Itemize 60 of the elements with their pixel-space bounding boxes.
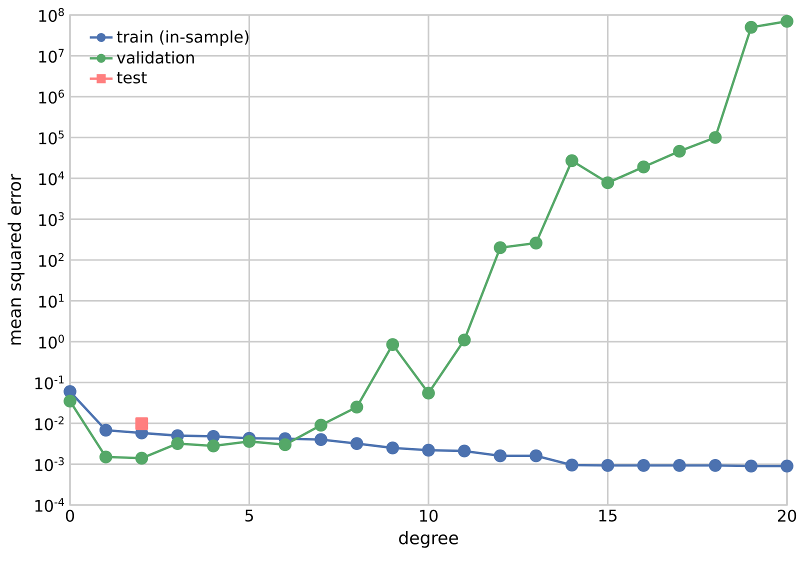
point [673,144,686,158]
y-tick-label: 10$^{1}$ [39,294,64,308]
y-tick-label: 10$^{6}$ [39,90,64,104]
point [708,459,722,472]
x-tick-label: 20 [778,510,796,522]
point [206,439,220,452]
legend-label: train (in-sample) [116,30,248,46]
point [780,460,794,472]
point [780,14,794,28]
point [637,459,650,472]
point [673,459,686,472]
point [135,417,148,430]
point [386,338,400,351]
point [458,444,471,458]
legend-label: validation [116,51,194,64]
x-tick-label: 15 [599,510,617,522]
point [242,435,256,448]
point [64,394,76,408]
y-tick-label: 10$^{5}$ [39,130,64,144]
point [278,438,292,452]
point [565,458,578,472]
y-tick-label: 10$^{-4}$ [35,498,64,512]
point [135,452,148,465]
point [494,449,507,462]
y-tick-label: 10$^{2}$ [39,253,64,267]
point [422,386,435,400]
x-tick-label: 10 [420,510,438,522]
point [530,449,542,462]
y-tick-label: 10$^{-1}$ [35,376,64,390]
point [350,437,364,450]
point [601,176,614,190]
point [637,160,650,174]
point [171,437,184,450]
x-axis-title: degree [399,530,458,548]
y-tick-label: 10$^{-3}$ [35,457,64,472]
legend-label: test [116,72,147,84]
point [314,433,328,446]
point [99,424,112,437]
point [744,460,758,472]
x-tick-label: 5 [245,510,253,522]
y-tick-label: 10$^{0}$ [39,334,64,349]
point [494,241,507,254]
point [422,444,435,457]
point [350,400,364,414]
y-tick-label: 10$^{8}$ [39,8,64,22]
point [386,442,400,454]
point [530,236,542,250]
point [565,154,578,168]
y-tick-label: 10$^{-2}$ [35,416,64,430]
point [99,450,112,464]
y-axis-title: mean squared error [8,174,24,345]
point [708,131,722,144]
point [601,459,614,472]
point [744,20,758,34]
point [458,334,471,346]
y-tick-label: 10$^{4}$ [39,171,64,186]
x-tick-label: 0 [66,510,74,522]
y-tick-label: 10$^{7}$ [39,48,64,63]
point [314,418,328,432]
y-tick-label: 10$^{3}$ [39,212,64,226]
